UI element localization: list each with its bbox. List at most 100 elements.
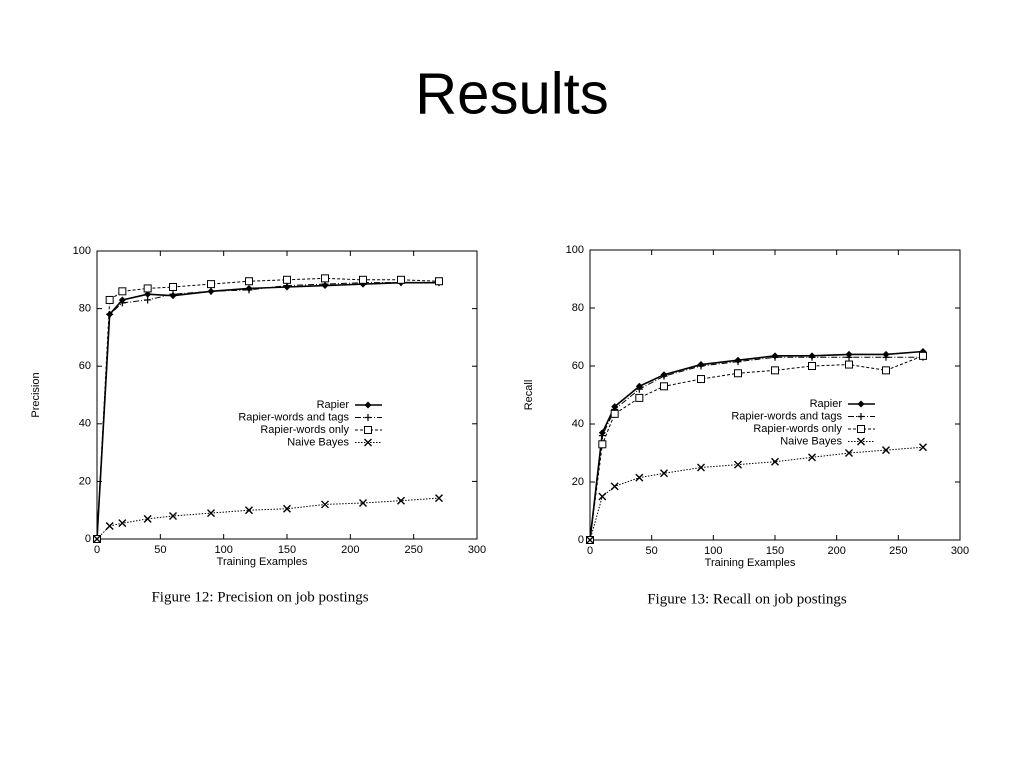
marker xyxy=(105,522,114,531)
x-tick-label: 50 xyxy=(646,545,658,557)
caption: Figure 13: Recall on job postings xyxy=(647,591,847,607)
x-tick-label: 100 xyxy=(214,544,232,556)
x-axis-label: Training Examples xyxy=(217,556,308,568)
caption: Figure 12: Precision on job postings xyxy=(151,589,368,605)
marker xyxy=(697,375,705,384)
y-axis-label: Recall xyxy=(523,380,535,411)
legend-marker xyxy=(857,413,865,420)
y-tick-label: 0 xyxy=(578,534,584,546)
slide-title: Results xyxy=(415,61,608,126)
marker xyxy=(93,535,101,543)
legend-label: Rapier xyxy=(317,399,350,411)
legend-label: Naive Bayes xyxy=(287,436,349,448)
marker xyxy=(397,496,405,505)
y-tick-label: 100 xyxy=(566,244,584,256)
marker xyxy=(771,366,779,375)
marker xyxy=(771,457,779,466)
y-tick-label: 0 xyxy=(85,533,91,545)
marker xyxy=(118,519,127,528)
marker xyxy=(882,446,890,455)
marker xyxy=(734,369,742,378)
y-tick-label: 60 xyxy=(572,360,584,372)
marker xyxy=(598,492,607,501)
marker xyxy=(771,353,779,361)
marker xyxy=(245,277,253,286)
legend-label: Rapier-words only xyxy=(260,424,349,436)
marker xyxy=(586,536,594,544)
x-tick-label: 300 xyxy=(951,545,969,557)
marker xyxy=(808,362,816,370)
marker xyxy=(321,500,329,509)
marker xyxy=(635,393,644,402)
marker xyxy=(808,353,816,361)
marker xyxy=(435,494,443,503)
marker xyxy=(245,286,253,294)
x-tick-label: 200 xyxy=(827,545,845,557)
x-tick-label: 100 xyxy=(704,545,722,557)
chart: 0 20 40 60 80 100 0 50 100 150 200 250 300 Training E… xyxy=(30,245,486,606)
marker xyxy=(882,353,890,361)
marker xyxy=(143,514,152,523)
marker xyxy=(660,382,668,391)
x-tick-label: 150 xyxy=(766,545,784,557)
y-tick-label: 80 xyxy=(572,302,584,314)
marker xyxy=(143,284,152,293)
chart: 0 20 40 60 80 100 0 50 100 150 200 250 300 Training E… xyxy=(523,244,969,608)
marker xyxy=(734,460,742,469)
y-tick-label: 20 xyxy=(79,475,91,487)
legend-marker xyxy=(364,414,372,421)
marker xyxy=(610,409,619,418)
series-line xyxy=(96,277,440,540)
marker xyxy=(919,443,927,452)
legend-label: Naive Bayes xyxy=(780,435,842,447)
x-axis-label: Training Examples xyxy=(705,557,796,569)
marker xyxy=(697,463,705,472)
series-line xyxy=(96,497,440,540)
y-tick-label: 20 xyxy=(572,476,584,488)
x-tick-label: 0 xyxy=(94,544,100,556)
y-tick-label: 40 xyxy=(79,418,91,430)
marker xyxy=(118,299,126,307)
y-tick-label: 80 xyxy=(79,303,91,315)
marker xyxy=(245,506,253,515)
x-tick-label: 0 xyxy=(587,545,593,557)
legend-marker xyxy=(857,425,865,433)
marker xyxy=(283,504,291,513)
legend-marker xyxy=(857,437,865,446)
marker xyxy=(919,351,927,360)
marker xyxy=(105,295,114,304)
marker xyxy=(283,275,291,284)
legend-marker xyxy=(857,400,865,408)
marker xyxy=(435,277,443,286)
marker xyxy=(169,511,177,520)
marker xyxy=(598,440,607,449)
series-line xyxy=(589,350,924,541)
marker xyxy=(207,280,215,289)
legend-marker xyxy=(364,438,372,447)
marker xyxy=(169,290,177,298)
y-tick-label: 60 xyxy=(79,360,91,372)
marker xyxy=(635,473,644,482)
marker xyxy=(610,482,619,491)
marker xyxy=(207,509,215,518)
series-line xyxy=(96,282,439,540)
marker xyxy=(207,287,215,295)
marker xyxy=(106,310,114,318)
legend-label: Rapier xyxy=(810,398,843,410)
marker xyxy=(697,362,705,370)
marker xyxy=(321,274,329,283)
marker xyxy=(882,366,890,375)
y-tick-label: 40 xyxy=(572,418,584,430)
marker xyxy=(144,290,152,298)
marker xyxy=(660,469,668,478)
marker xyxy=(734,358,742,366)
series-line xyxy=(589,355,924,541)
x-tick-label: 250 xyxy=(404,544,422,556)
y-tick-label: 100 xyxy=(73,245,91,257)
marker xyxy=(808,453,816,462)
marker xyxy=(144,296,152,304)
legend-marker xyxy=(364,401,372,409)
x-tick-label: 150 xyxy=(278,544,296,556)
